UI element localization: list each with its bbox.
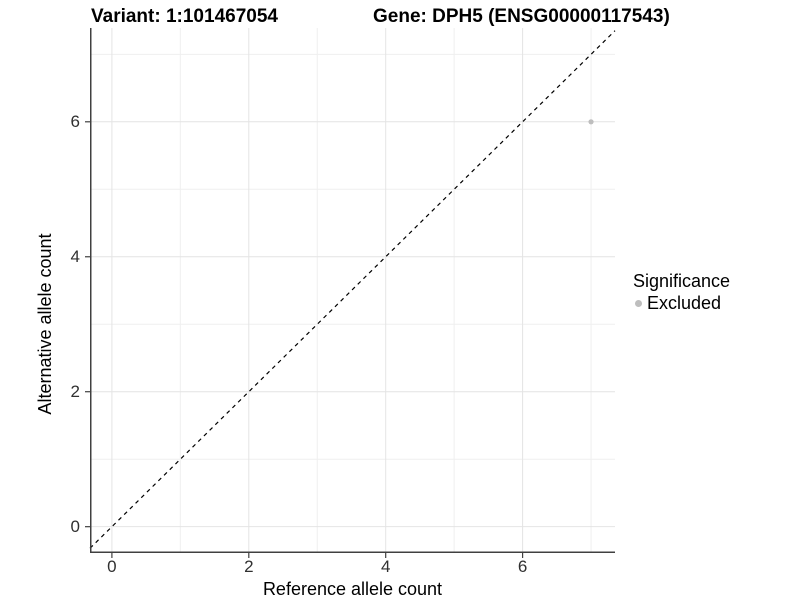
legend-item: Excluded <box>633 293 730 314</box>
x-tick-label: 6 <box>517 557 528 576</box>
plot-title-variant: Variant: 1:101467054 <box>91 6 278 27</box>
plot-panel-canvas <box>85 28 616 558</box>
legend: Significance Excluded <box>633 271 730 314</box>
y-tick-label: 2 <box>70 381 80 401</box>
legend-items: Excluded <box>633 293 730 314</box>
x-tick-label: 2 <box>244 557 254 576</box>
legend-item-label: Excluded <box>647 293 722 313</box>
x-tick-label: 0 <box>107 557 117 576</box>
legend-key-dot-icon <box>635 300 642 307</box>
y-axis-title: Alternative allele count <box>35 233 55 415</box>
legend-title: Significance <box>633 271 731 291</box>
x-axis-title: Reference allele count <box>262 579 443 599</box>
y-tick-label: 6 <box>70 111 80 131</box>
y-tick-label: 0 <box>70 516 80 536</box>
data-point <box>588 119 594 125</box>
x-tick-label: 4 <box>380 557 391 576</box>
identity-dashed-line <box>89 30 616 549</box>
y-tick-label: 4 <box>70 246 80 266</box>
plot-panel <box>85 28 616 558</box>
plot-title-gene: Gene: DPH5 (ENSG00000117543) <box>373 6 670 27</box>
